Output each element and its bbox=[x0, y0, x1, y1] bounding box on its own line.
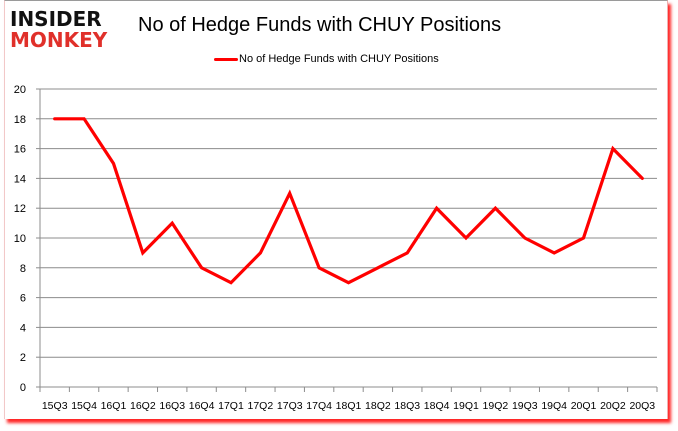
x-tick-label: 15Q3 bbox=[42, 400, 68, 412]
x-tick-label: 19Q3 bbox=[512, 400, 538, 412]
x-tick-label: 16Q2 bbox=[130, 400, 156, 412]
x-tick-label: 19Q1 bbox=[453, 400, 479, 412]
legend-label: No of Hedge Funds with CHUY Positions bbox=[239, 53, 439, 65]
y-tick-label: 16 bbox=[14, 144, 26, 156]
y-tick-label: 8 bbox=[20, 263, 26, 275]
y-tick-label: 12 bbox=[14, 203, 26, 215]
y-tick-label: 0 bbox=[20, 382, 26, 394]
series-line bbox=[53, 117, 644, 285]
chart-frame bbox=[4, 0, 668, 419]
x-tick-label: 17Q1 bbox=[218, 400, 244, 412]
x-axis-labels: 15Q3 15Q4 16Q1 16Q2 16Q3 16Q4 17Q1 17Q2 17Q3 17Q4… bbox=[42, 400, 655, 412]
logo-line-1: INSIDER bbox=[10, 7, 102, 31]
x-tick-label: 16Q4 bbox=[189, 400, 215, 412]
insider-monkey-logo: INSIDER MONKEY bbox=[10, 9, 107, 50]
y-tick-label: 10 bbox=[14, 233, 26, 245]
x-axis bbox=[39, 89, 658, 392]
x-tick-label: 18Q1 bbox=[336, 400, 362, 412]
x-tick-label: 19Q2 bbox=[483, 400, 509, 412]
y-tick-label: 20 bbox=[14, 84, 26, 96]
x-tick-label: 18Q2 bbox=[365, 400, 391, 412]
x-tick-label: 18Q3 bbox=[394, 400, 420, 412]
x-tick-label: 18Q4 bbox=[424, 400, 450, 412]
x-tick-label: 17Q3 bbox=[277, 400, 303, 412]
x-tick-label: 20Q2 bbox=[600, 400, 626, 412]
y-tick-label: 14 bbox=[14, 173, 26, 185]
x-tick-label: 19Q4 bbox=[541, 400, 567, 412]
gridlines bbox=[36, 88, 657, 388]
y-tick-label: 2 bbox=[20, 352, 26, 364]
x-tick-label: 20Q3 bbox=[629, 400, 655, 412]
logo-line-2: MONKEY bbox=[10, 28, 108, 52]
y-axis-labels: 0 2 4 6 8 10 12 14 16 18 20 bbox=[14, 84, 26, 394]
x-tick-label: 20Q1 bbox=[571, 400, 597, 412]
x-tick-label: 15Q4 bbox=[71, 400, 97, 412]
legend-line-swatch-icon bbox=[214, 57, 238, 61]
y-tick-label: 6 bbox=[20, 293, 26, 305]
x-tick-label: 17Q4 bbox=[306, 400, 332, 412]
y-tick-label: 18 bbox=[14, 114, 26, 126]
x-tick-label: 16Q3 bbox=[159, 400, 185, 412]
x-tick-label: 16Q1 bbox=[101, 400, 127, 412]
chart-title: No of Hedge Funds with CHUY Positions bbox=[138, 14, 502, 36]
y-tick-label: 4 bbox=[20, 322, 26, 334]
chart-legend: No of Hedge Funds with CHUY Positions bbox=[214, 53, 439, 65]
x-tick-label: 17Q2 bbox=[248, 400, 274, 412]
